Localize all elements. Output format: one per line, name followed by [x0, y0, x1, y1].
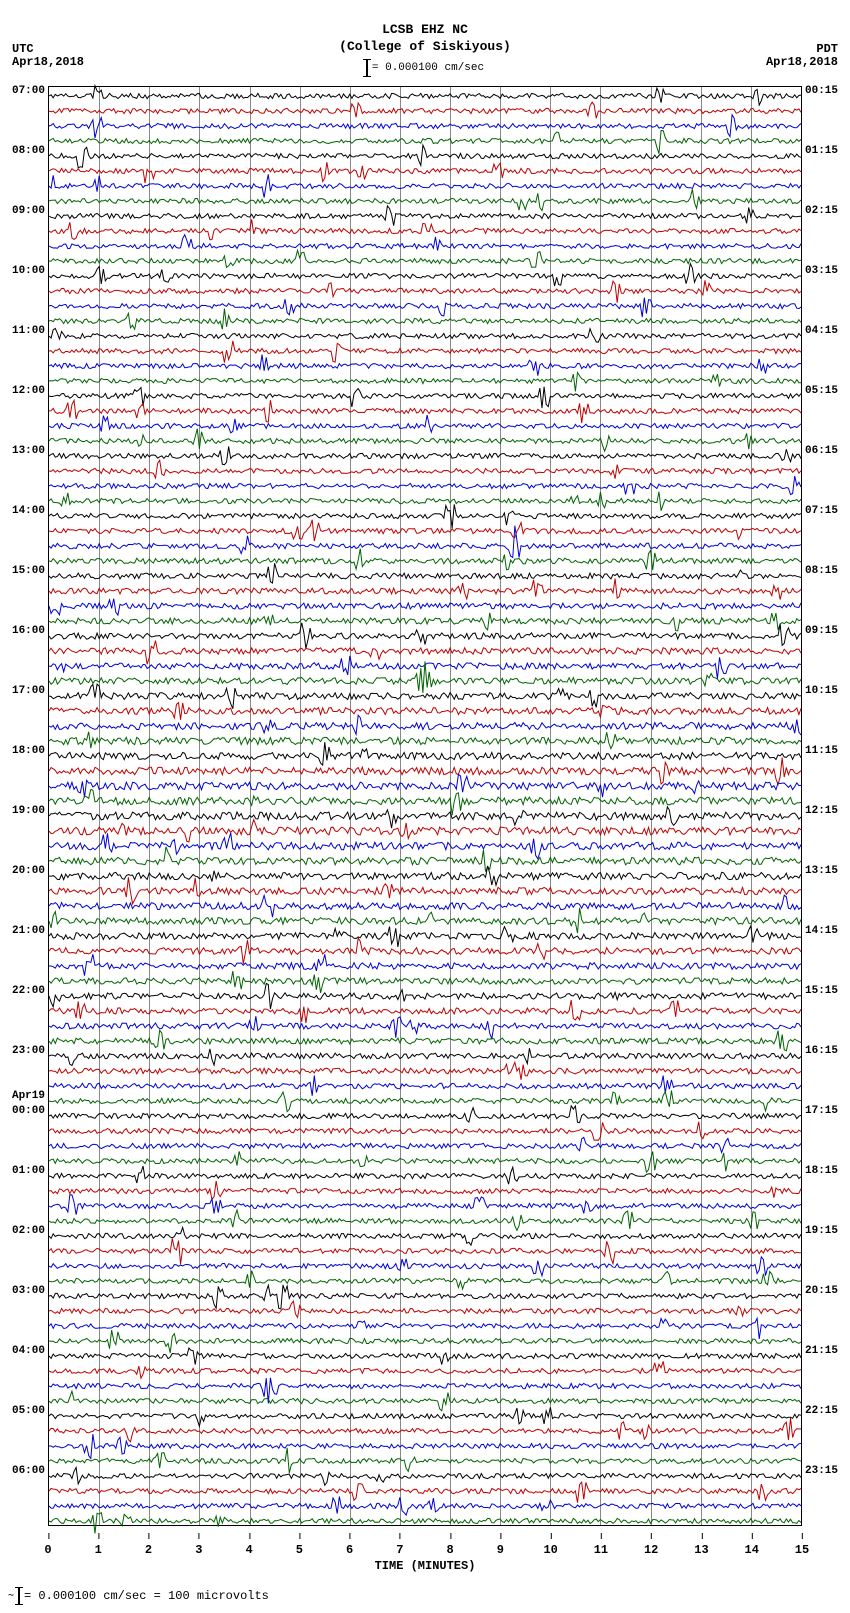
pdt-time-label: 05:15 [801, 385, 838, 397]
seismic-trace [49, 1512, 801, 1530]
station-location: (College of Siskiyous) [0, 39, 850, 56]
utc-time-label: 07:00 [12, 85, 49, 97]
x-tick: 5 [296, 1543, 303, 1557]
pdt-time-label: 16:15 [801, 1045, 838, 1057]
utc-time-label: 08:00 [12, 145, 49, 157]
pdt-time-label: 06:15 [801, 445, 838, 457]
x-axis-label: TIME (MINUTES) [375, 1559, 476, 1573]
scale-tick-icon [366, 59, 368, 77]
utc-time-label: 09:00 [12, 205, 49, 217]
pdt-time-label: 15:15 [801, 985, 838, 997]
x-axis: TIME (MINUTES) 0123456789101112131415 [48, 1543, 802, 1573]
utc-time-label: 20:00 [12, 865, 49, 877]
footer-text: = 0.000100 cm/sec = 100 microvolts [24, 1589, 269, 1603]
utc-time-label: 10:00 [12, 265, 49, 277]
utc-time-label: 23:00 [12, 1045, 49, 1057]
pdt-time-label: 17:15 [801, 1105, 838, 1117]
utc-time-label: 22:00 [12, 985, 49, 997]
utc-time-label: 15:00 [12, 565, 49, 577]
x-tick: 0 [44, 1543, 51, 1557]
x-tick: 4 [245, 1543, 252, 1557]
pdt-time-label: 13:15 [801, 865, 838, 877]
x-tick: 11 [594, 1543, 608, 1557]
scale-indicator: = 0.000100 cm/sec [366, 59, 484, 77]
utc-time-label: 14:00 [12, 505, 49, 517]
pdt-time-label: 02:15 [801, 205, 838, 217]
pdt-time-label: 07:15 [801, 505, 838, 517]
utc-time-label: 21:00 [12, 925, 49, 937]
utc-time-label: 19:00 [12, 805, 49, 817]
utc-time-label: 16:00 [12, 625, 49, 637]
x-tick: 7 [396, 1543, 403, 1557]
x-tick: 9 [497, 1543, 504, 1557]
pdt-time-label: 04:15 [801, 325, 838, 337]
pdt-time-label: 11:15 [801, 745, 838, 757]
x-tick: 12 [644, 1543, 658, 1557]
utc-time-label: 17:00 [12, 685, 49, 697]
x-tick: 14 [745, 1543, 759, 1557]
x-tick: 8 [447, 1543, 454, 1557]
utc-time-label: 18:00 [12, 745, 49, 757]
pdt-time-label: 21:15 [801, 1345, 838, 1357]
date-label-left: Apr18,2018 [12, 55, 84, 69]
pdt-time-label: 23:15 [801, 1465, 838, 1477]
pdt-time-label: 00:15 [801, 85, 838, 97]
chart-header: LCSB EHZ NC (College of Siskiyous) = 0.0… [0, 0, 850, 81]
x-tick: 6 [346, 1543, 353, 1557]
x-tick: 3 [195, 1543, 202, 1557]
date-label-right: Apr18,2018 [766, 55, 838, 69]
utc-time-label: 04:00 [12, 1345, 49, 1357]
scale-tick-icon [18, 1587, 20, 1605]
utc-time-label: 01:00 [12, 1165, 49, 1177]
pdt-time-label: 18:15 [801, 1165, 838, 1177]
x-tick: 13 [694, 1543, 708, 1557]
pdt-time-label: 19:15 [801, 1225, 838, 1237]
utc-time-label: 03:00 [12, 1285, 49, 1297]
utc-time-label: 12:00 [12, 385, 49, 397]
pdt-time-label: 09:15 [801, 625, 838, 637]
footer-scale: ∼ = 0.000100 cm/sec = 100 microvolts [8, 1587, 269, 1605]
utc-time-label: 05:00 [12, 1405, 49, 1417]
station-code: LCSB EHZ NC [0, 22, 850, 39]
pdt-time-label: 14:15 [801, 925, 838, 937]
pdt-time-label: 12:15 [801, 805, 838, 817]
scale-text: = 0.000100 cm/sec [372, 62, 484, 74]
helicorder-plot: 07:0000:1508:0001:1509:0002:1510:0003:15… [48, 86, 802, 1526]
pdt-time-label: 10:15 [801, 685, 838, 697]
utc-time-label: 02:00 [12, 1225, 49, 1237]
utc-time-label: 00:00 [12, 1105, 49, 1117]
pdt-time-label: 08:15 [801, 565, 838, 577]
x-tick: 10 [543, 1543, 557, 1557]
x-tick: 15 [795, 1543, 809, 1557]
x-tick: 2 [145, 1543, 152, 1557]
pdt-time-label: 20:15 [801, 1285, 838, 1297]
utc-time-label: 11:00 [12, 325, 49, 337]
pdt-time-label: 03:15 [801, 265, 838, 277]
x-tick: 1 [95, 1543, 102, 1557]
pdt-time-label: 22:15 [801, 1405, 838, 1417]
pdt-time-label: 01:15 [801, 145, 838, 157]
utc-time-label: 06:00 [12, 1465, 49, 1477]
tz-label-right: PDT [816, 42, 838, 56]
tz-label-left: UTC [12, 42, 34, 56]
utc-time-label: 13:00 [12, 445, 49, 457]
date-rollover-label: Apr19 [12, 1090, 49, 1102]
